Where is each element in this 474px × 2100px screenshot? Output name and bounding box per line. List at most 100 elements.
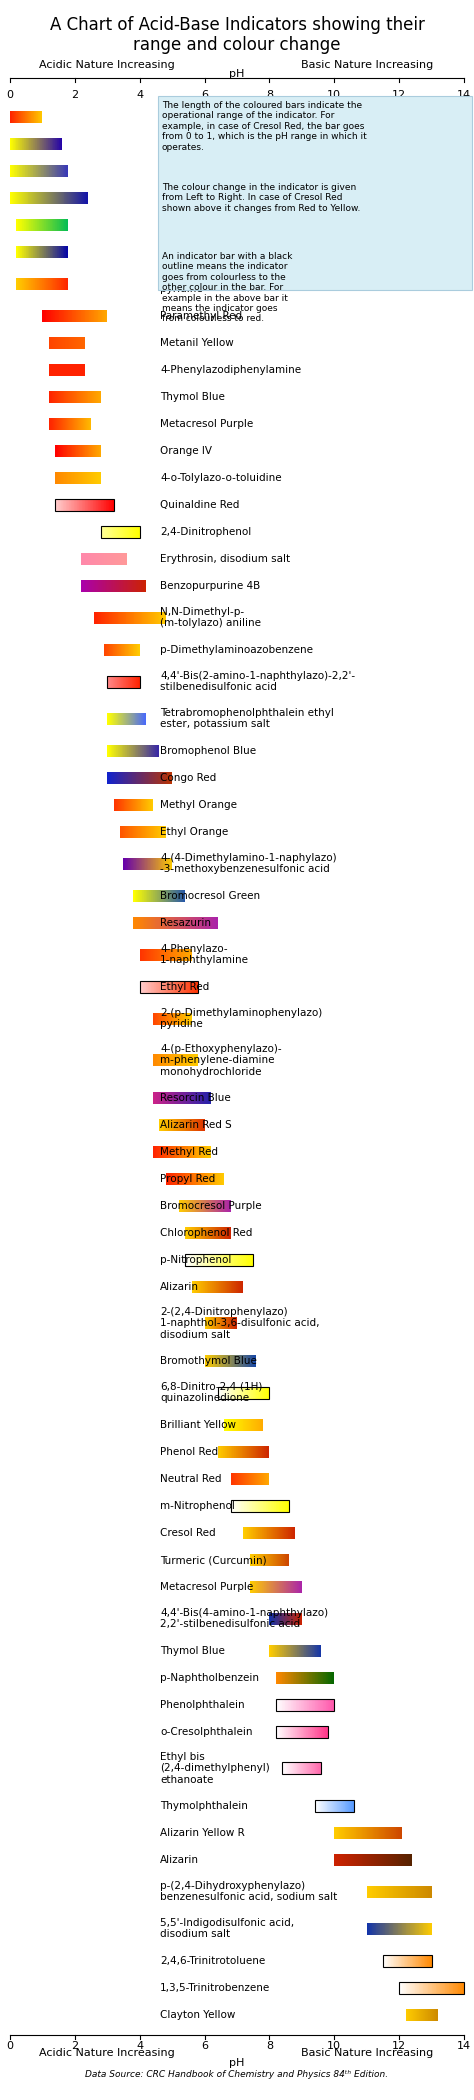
Bar [134,918,136,928]
Bar [39,277,40,290]
Bar [196,1147,197,1159]
Bar [162,773,163,783]
Bar [89,311,90,321]
Bar [271,1527,272,1539]
Bar [331,1672,332,1684]
Bar [78,472,79,485]
Bar [152,857,153,869]
Bar [263,1554,264,1567]
Bar [84,311,85,321]
Bar [164,773,165,783]
Bar [166,773,167,783]
Bar [139,857,140,869]
Bar [234,1447,235,1457]
Bar [45,277,46,290]
Bar [366,1854,367,1867]
Bar [289,1726,290,1739]
Bar [261,1474,262,1485]
Bar [268,1386,269,1399]
Bar [169,1012,170,1025]
Bar [127,746,128,758]
Bar [166,857,167,869]
Bar [343,164,344,179]
Bar [280,1726,281,1739]
Bar [24,218,25,231]
Bar [86,191,87,204]
Bar [337,1854,338,1867]
Bar [308,164,309,179]
Bar [350,1827,351,1840]
Bar [361,164,362,179]
Bar [189,1201,190,1212]
Bar [17,246,18,258]
Bar [58,191,59,204]
Bar [119,611,120,624]
Bar [90,580,91,592]
Bar [244,1499,245,1512]
Bar [23,277,24,290]
Text: 4,4'-Bis(4-amino-1-naphthylazo)
2,2'-stilbenedisulfonic acid: 4,4'-Bis(4-amino-1-naphthylazo) 2,2'-sti… [160,1609,328,1630]
Bar [115,800,116,811]
Bar [175,1012,176,1025]
Bar [225,1201,226,1212]
Bar [309,1644,310,1657]
Bar [28,139,29,151]
Bar [157,825,158,838]
Bar [329,1800,330,1812]
Bar [401,1827,402,1840]
Bar [296,164,297,179]
Bar [268,1499,269,1512]
Bar [282,1644,283,1657]
Bar [243,1254,244,1266]
Bar [168,949,169,960]
Bar [346,1827,347,1840]
Bar [378,1886,379,1898]
Bar [20,139,21,151]
Bar [234,1354,235,1367]
Bar [300,1762,301,1774]
Bar [177,918,179,928]
Text: Bromophenol Blue: Bromophenol Blue [160,746,256,756]
Bar [300,1581,301,1594]
Bar [165,1012,166,1025]
Bar [327,1800,328,1812]
Bar [269,1499,270,1512]
Bar [373,1924,374,1934]
Bar [241,1254,242,1266]
Bar [369,1827,370,1840]
Bar [411,231,413,248]
Bar [131,527,132,538]
Bar [264,1499,265,1512]
Bar [164,890,165,903]
Bar [269,1527,270,1539]
Bar [125,580,126,592]
Bar [144,746,145,758]
Bar [396,1924,397,1934]
Bar [202,1119,203,1132]
Bar [56,139,57,151]
Bar [39,246,40,258]
Bar [376,1827,377,1840]
Bar [248,1499,249,1512]
Bar [303,1726,304,1739]
Bar [124,712,125,724]
Bar [120,712,121,724]
Bar [293,1527,294,1539]
Bar [217,1226,218,1239]
Bar [41,246,42,258]
Bar [60,418,61,430]
Bar [62,391,63,403]
Bar [135,890,136,903]
Bar [185,1226,186,1239]
Bar [50,191,51,204]
Bar [218,1281,219,1294]
Bar [457,231,459,248]
Bar [251,1581,252,1594]
Bar [53,418,54,430]
Bar [240,1354,241,1367]
Bar [293,1672,294,1684]
Bar [153,890,154,903]
Bar [152,800,153,811]
Bar [101,527,102,538]
Bar [259,1474,260,1485]
